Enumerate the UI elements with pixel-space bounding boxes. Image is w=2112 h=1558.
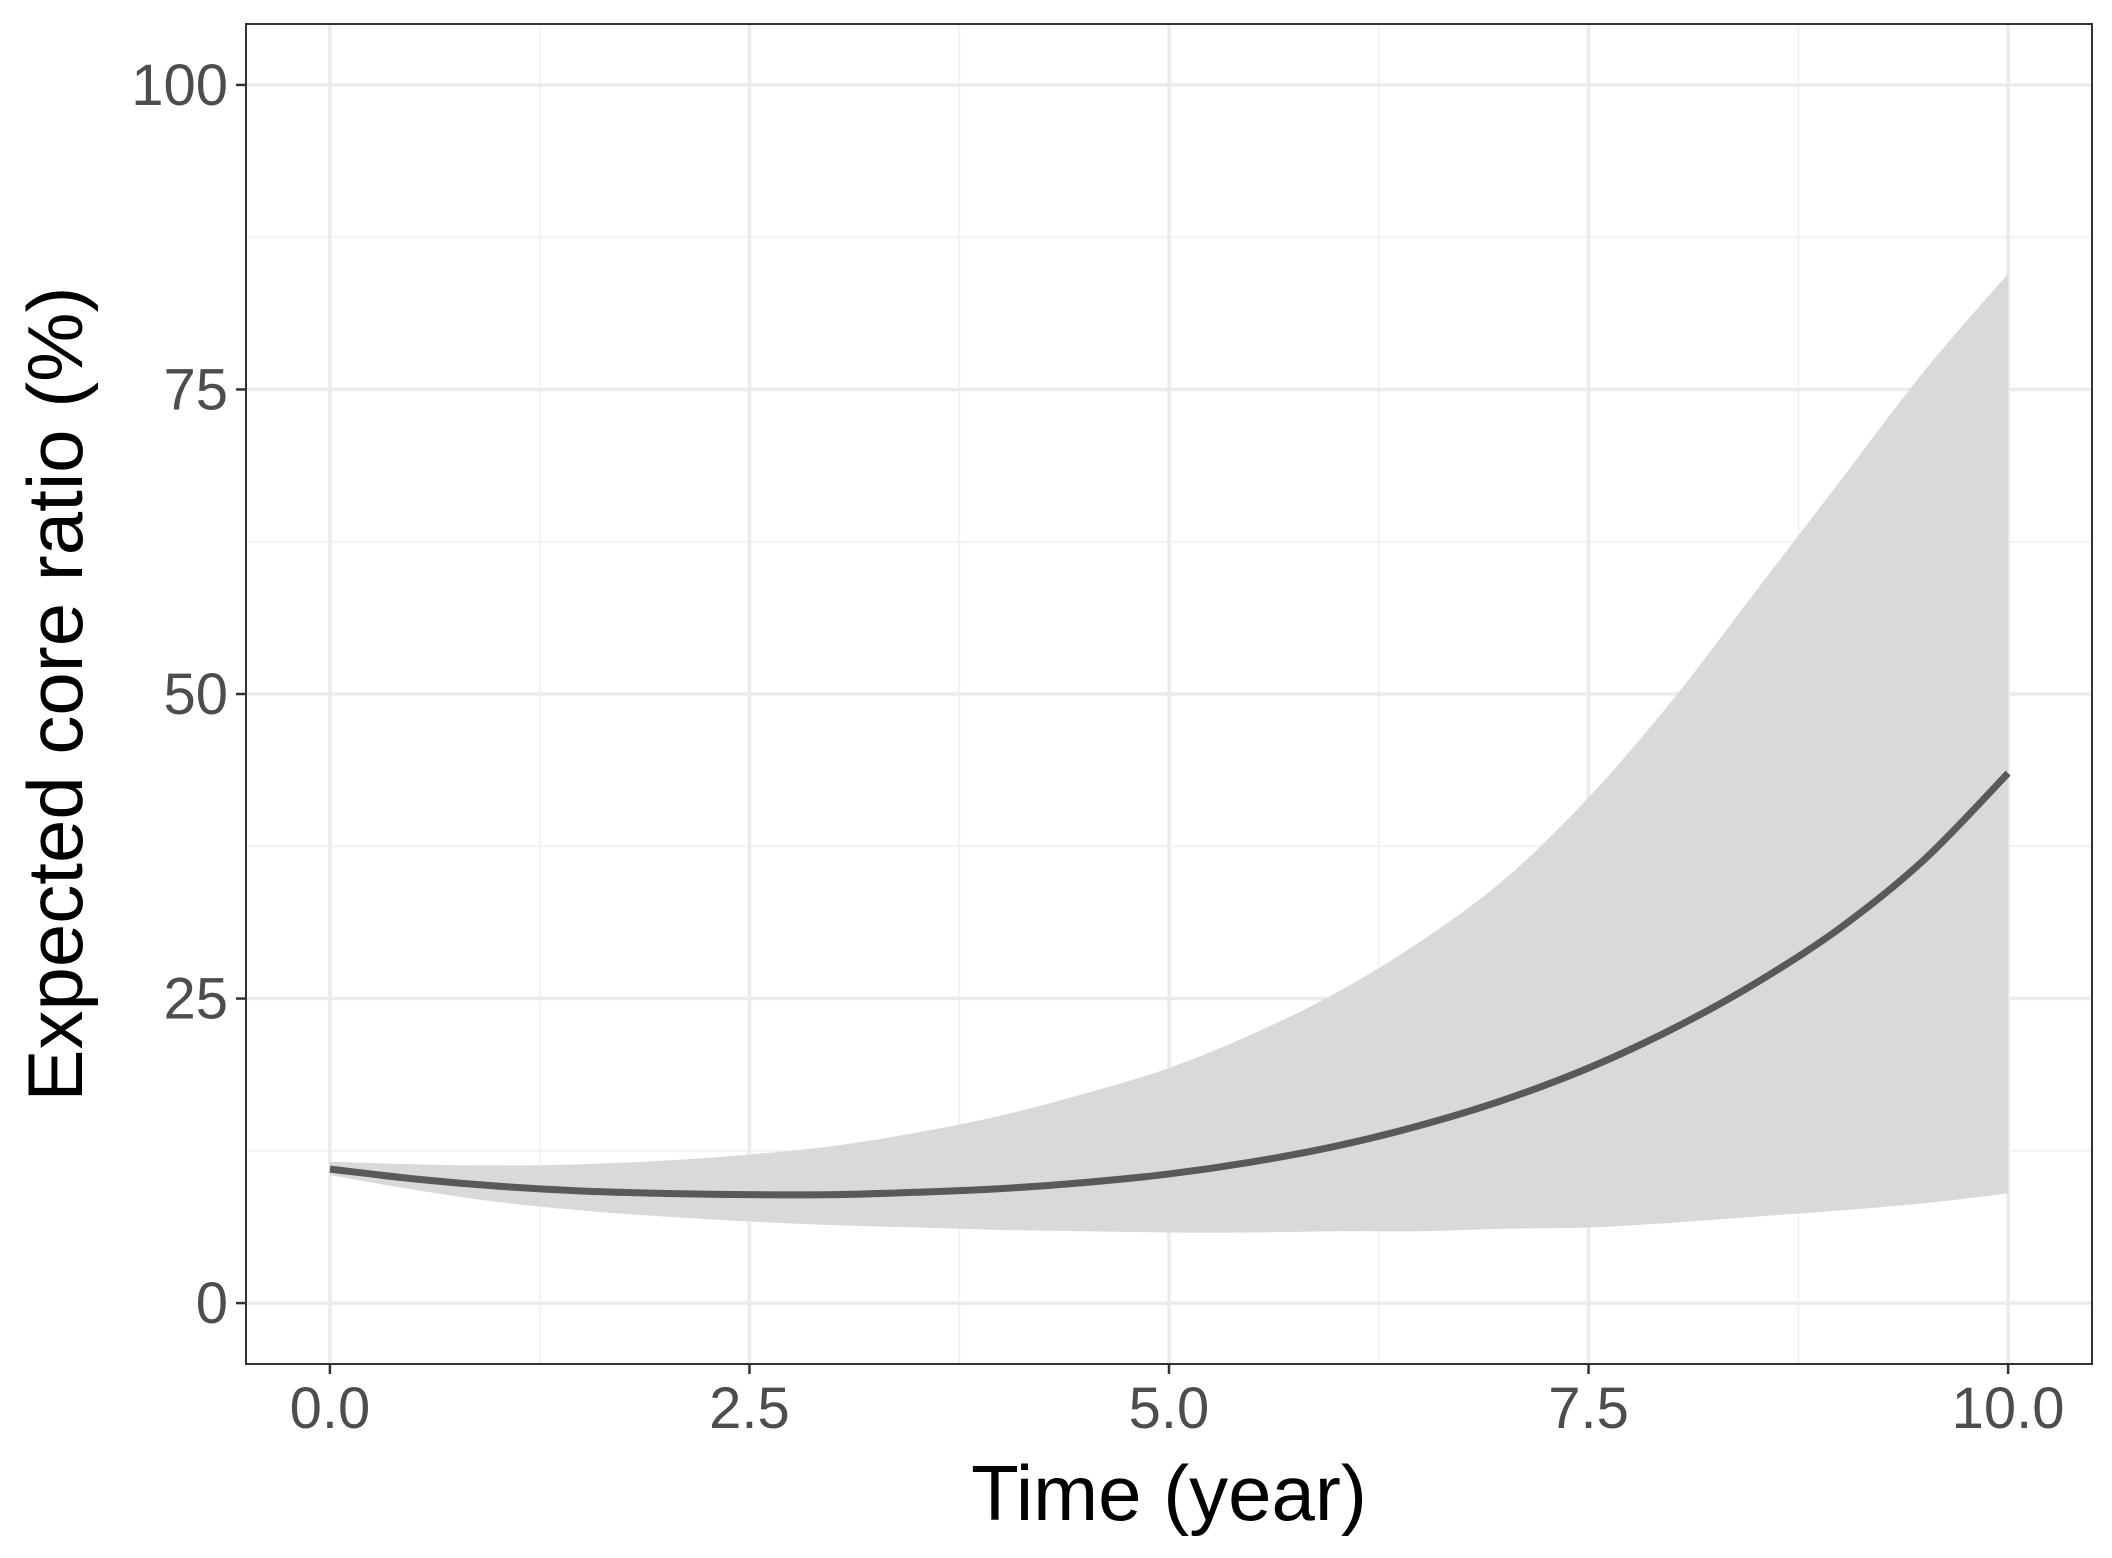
y-axis-ticks: 0 25 50 75 100 (131, 53, 246, 1336)
y-tick-label: 25 (163, 967, 228, 1032)
y-tick-label: 75 (163, 357, 228, 422)
x-tick-label: 0.0 (290, 1376, 371, 1441)
y-tick-label: 50 (163, 662, 228, 727)
x-tick-label: 5.0 (1129, 1376, 1210, 1441)
y-tick-label: 0 (196, 1271, 228, 1336)
x-tick-label: 7.5 (1548, 1376, 1629, 1441)
confidence-band-layer (329, 273, 2009, 1233)
confidence-band (329, 273, 2009, 1233)
x-axis-ticks: 0.0 2.5 5.0 7.5 10.0 (290, 1364, 2065, 1441)
x-tick-label: 2.5 (709, 1376, 790, 1441)
x-tick-label: 10.0 (1952, 1376, 2065, 1441)
y-tick-label: 100 (131, 53, 228, 118)
trend-line (329, 770, 2011, 1199)
x-axis-title: Time (year) (971, 1449, 1367, 1537)
trend-line-layer (329, 770, 2011, 1199)
y-axis-title: Expected core ratio (%) (11, 286, 99, 1101)
